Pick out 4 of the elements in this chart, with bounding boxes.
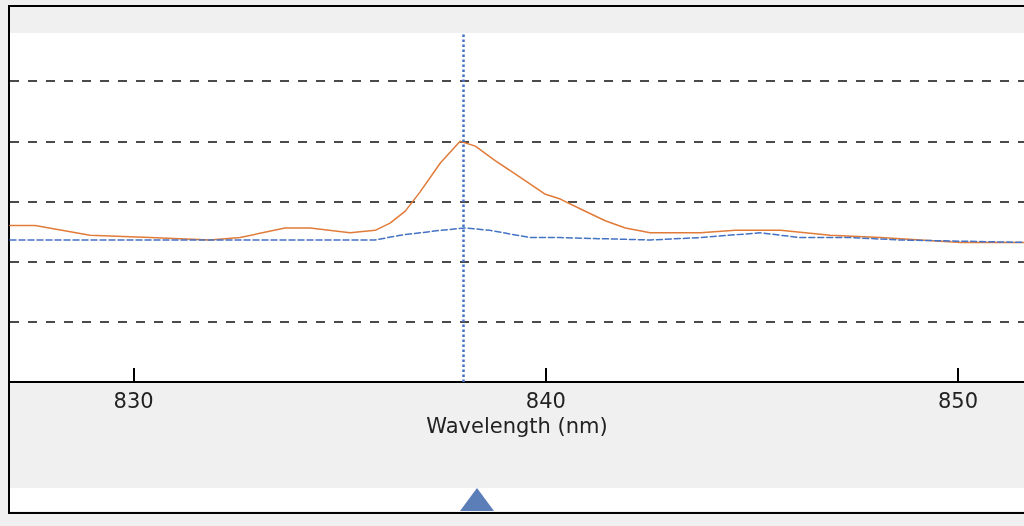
x-tick-label: 830 — [113, 388, 154, 413]
x-tick-label: 850 — [938, 388, 979, 413]
x-tick-label: 840 — [525, 388, 566, 413]
x-axis-title: Wavelength (nm) — [426, 414, 608, 439]
